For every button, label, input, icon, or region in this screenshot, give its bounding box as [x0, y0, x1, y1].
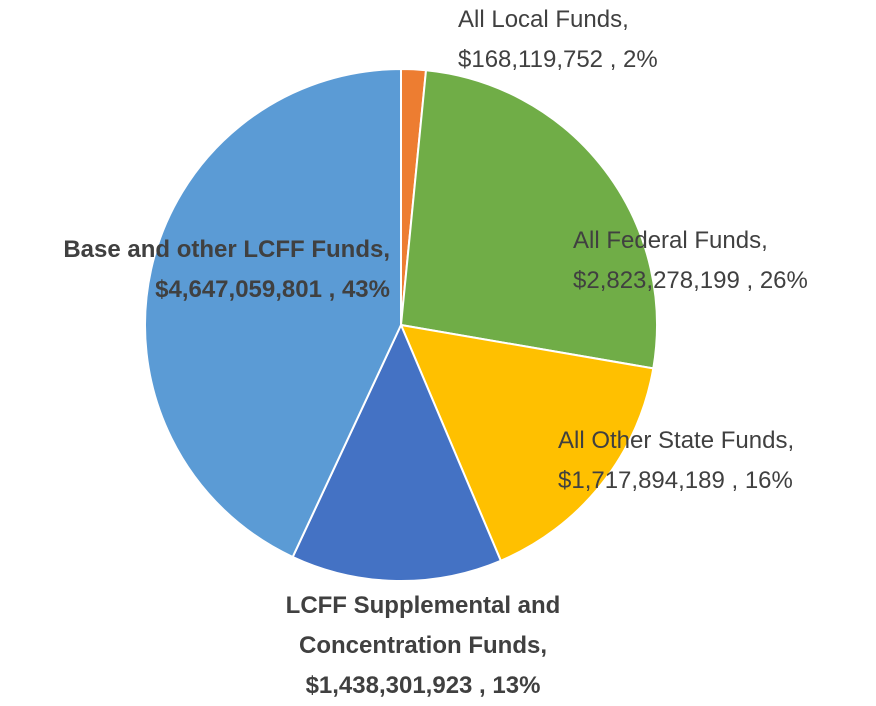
slice-name: All Local Funds,: [458, 6, 629, 33]
slice-value: $1,717,894,189 , 16%: [558, 467, 793, 494]
data-label: All Local Funds, $168,119,752 , 2%: [458, 0, 658, 80]
slice-name: All Federal Funds,: [573, 227, 768, 254]
slice-name: Base and other LCFF Funds,: [63, 236, 390, 263]
pie-slice: [144, 67, 402, 559]
data-label: LCFF Supplemental and Concentration Fund…: [253, 586, 593, 706]
data-label: Base and other LCFF Funds, $4,647,059,801…: [63, 230, 390, 310]
slice-value: $168,119,752 , 2%: [458, 46, 658, 73]
pie-slice: [399, 323, 655, 563]
pie-slice: [291, 322, 503, 582]
data-label: All Other State Funds, $1,717,894,189 , 1…: [558, 421, 794, 501]
slice-value: $4,647,059,801 , 43%: [155, 276, 390, 303]
data-label: All Federal Funds, $2,823,278,199 , 26%: [573, 221, 808, 301]
pie-slice: [399, 69, 658, 370]
slice-name: LCFF Supplemental and Concentration Fund…: [285, 592, 561, 659]
slice-value: $2,823,278,199 , 26%: [573, 267, 808, 294]
slice-name: All Other State Funds,: [558, 427, 795, 454]
slice-value: $1,438,301,923 , 13%: [305, 672, 541, 699]
